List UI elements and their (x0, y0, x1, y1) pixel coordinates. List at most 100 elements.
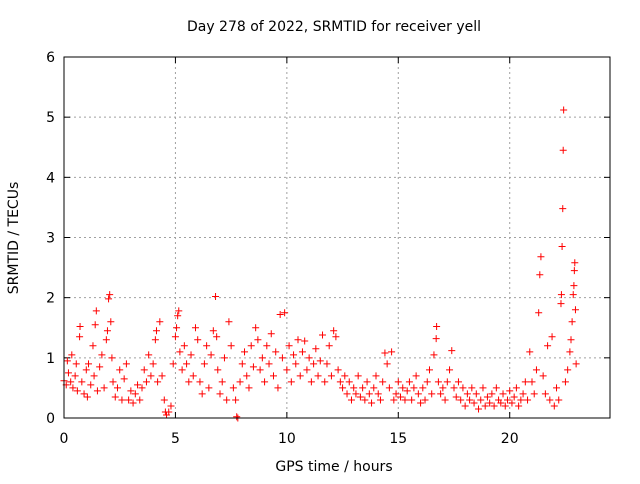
data-point (561, 378, 569, 386)
data-point (343, 390, 351, 398)
data-point (571, 259, 579, 267)
data-point (325, 342, 333, 350)
data-point (218, 378, 226, 386)
data-point (107, 318, 115, 326)
data-point (368, 399, 376, 407)
data-point (281, 309, 289, 317)
data-point (216, 390, 224, 398)
data-point (546, 396, 554, 404)
y-tick-label: 4 (46, 170, 55, 186)
data-point (140, 366, 148, 374)
data-point (394, 378, 402, 386)
data-point (352, 390, 360, 398)
data-point (535, 309, 543, 317)
data-point (479, 384, 487, 392)
data-point (258, 354, 266, 362)
data-point (558, 243, 566, 251)
data-point (555, 396, 563, 404)
data-point (63, 357, 71, 365)
data-point (209, 327, 217, 335)
data-point (536, 271, 544, 279)
data-point (452, 393, 460, 401)
data-point (92, 307, 100, 315)
data-point (174, 312, 182, 320)
data-point (243, 372, 251, 380)
y-tick-label: 1 (46, 351, 55, 367)
data-point (570, 267, 578, 275)
data-point (249, 363, 257, 371)
data-point (227, 342, 235, 350)
data-point (194, 336, 202, 344)
data-point (532, 366, 540, 374)
data-point (200, 360, 208, 368)
data-point (564, 366, 572, 374)
data-point (296, 372, 304, 380)
data-point (106, 291, 114, 299)
data-point (236, 378, 244, 386)
data-point (69, 384, 77, 392)
data-point (212, 292, 220, 300)
data-point (528, 378, 536, 386)
data-point (105, 295, 113, 303)
data-point (417, 399, 425, 407)
data-point (437, 390, 445, 398)
data-point (461, 402, 469, 410)
grid-lines (64, 57, 610, 418)
data-point (361, 396, 369, 404)
data-point (198, 390, 206, 398)
data-point (245, 384, 253, 392)
data-point (359, 384, 367, 392)
data-point (67, 378, 75, 386)
data-point (254, 336, 262, 344)
data-point (278, 354, 286, 362)
data-point (78, 378, 86, 386)
data-point (446, 366, 454, 374)
data-point (156, 318, 164, 326)
data-point (175, 307, 183, 315)
data-point (169, 360, 177, 368)
data-point (548, 333, 556, 341)
data-point (510, 393, 518, 401)
data-point (214, 366, 222, 374)
data-point (76, 323, 84, 331)
data-point (365, 390, 373, 398)
data-point (321, 378, 329, 386)
data-point (312, 345, 320, 353)
data-point (122, 360, 130, 368)
data-point (91, 321, 99, 329)
data-point (403, 387, 411, 395)
data-point (336, 378, 344, 386)
y-axis-label: SRMTID / TECUs (6, 182, 22, 295)
data-point (307, 378, 315, 386)
data-point (176, 348, 184, 356)
data-point (152, 327, 160, 335)
data-point (566, 348, 574, 356)
data-point (401, 396, 409, 404)
data-point (454, 378, 462, 386)
data-point (323, 360, 331, 368)
data-point (118, 396, 126, 404)
data-point (383, 360, 391, 368)
data-point (448, 347, 456, 355)
data-point (102, 336, 110, 344)
data-point (475, 405, 483, 413)
data-point (76, 333, 84, 341)
data-point (205, 384, 213, 392)
data-point (305, 354, 313, 362)
data-point (443, 378, 451, 386)
data-point (327, 372, 335, 380)
data-point (71, 372, 79, 380)
data-point (414, 390, 422, 398)
data-point (568, 318, 576, 326)
data-point (316, 357, 324, 365)
data-point (82, 366, 90, 374)
data-point (544, 342, 552, 350)
data-point (379, 378, 387, 386)
data-point (370, 384, 378, 392)
data-point (160, 396, 168, 404)
data-point (247, 342, 255, 350)
x-tick-label: 10 (278, 431, 296, 447)
data-point (350, 384, 358, 392)
data-point (93, 387, 101, 395)
